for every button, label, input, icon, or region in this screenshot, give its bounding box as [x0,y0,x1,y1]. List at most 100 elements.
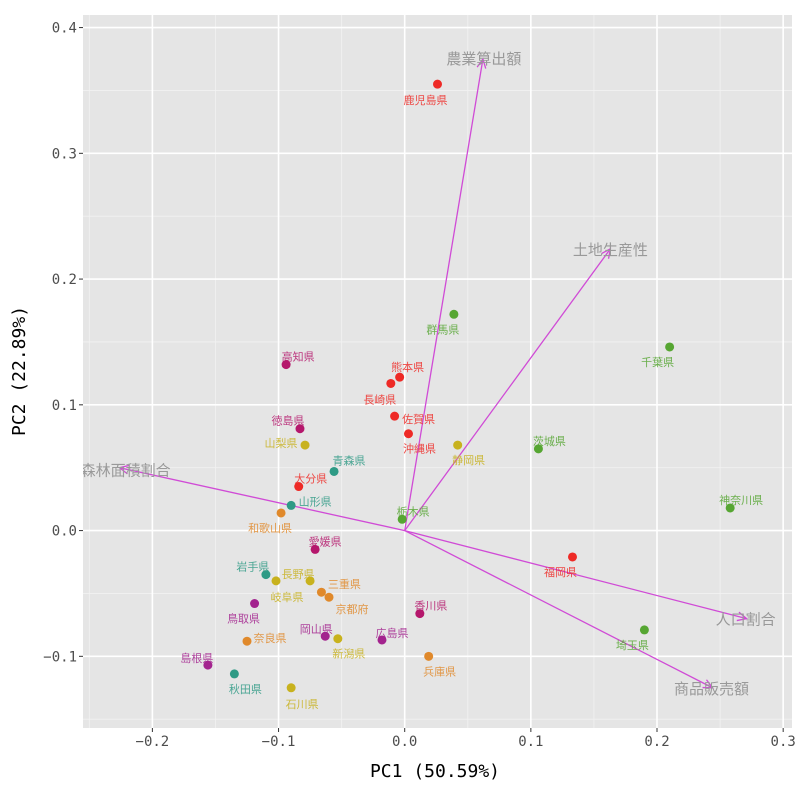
x-tick-label: 0.3 [771,734,796,750]
data-point [725,503,735,513]
data-point [424,651,434,661]
point-label: 静岡県 [452,453,485,467]
data-point [276,508,286,518]
data-point [261,570,271,580]
point-label: 埼玉県 [616,638,649,652]
data-point [294,482,304,492]
x-tick-label: 0.2 [644,734,669,750]
y-tick-label: 0.3 [52,146,77,162]
point-label: 徳島県 [271,414,304,428]
data-point [320,631,330,641]
point-label: 福岡県 [544,565,577,579]
data-point [665,342,675,352]
point-label: 岐阜県 [271,591,304,604]
data-point [390,411,400,421]
y-tick-label: 0.4 [52,21,77,37]
arrow-head [601,247,612,259]
data-point [533,444,543,454]
point-label: 青森県 [333,453,366,467]
point-label: 長崎県 [363,392,396,406]
loading-label: 農業算出額 [446,50,521,68]
data-point [316,587,326,597]
x-tick-label: 0.1 [518,734,543,750]
point-label: 京都府 [336,602,369,616]
data-point [310,544,320,554]
point-label: 神奈川県 [719,493,763,507]
point-label: 鳥取県 [227,612,260,626]
point-label: 兵庫県 [423,664,456,678]
point-label: 栃木県 [397,504,430,518]
point-label: 茨城県 [533,434,566,448]
data-point [333,634,343,644]
point-label: 長野県 [282,568,315,581]
data-point [324,592,334,602]
data-point [305,576,315,586]
data-point [300,440,310,450]
data-point [281,360,291,370]
point-label: 熊本県 [391,360,424,374]
axis-ticks: −0.2 −0.1 0.0 0.1 0.2 0.3 −0.1 0.0 0.1 0.2 0.3 0.4 [43,21,796,750]
point-label: 石川県 [286,698,319,711]
data-point [639,625,649,635]
loading-label: 土地生産性 [573,241,648,259]
data-point [229,669,239,679]
point-label: 広島県 [375,626,408,640]
point-label: 新潟県 [332,647,365,661]
y-tick-label: 0.1 [52,398,77,414]
data-point [250,599,260,609]
arrow-head [476,57,487,69]
y-tick-label: 0.0 [52,524,77,540]
loading-arrow [404,248,611,531]
y-axis-title: PC2 (22.89%) [9,306,30,436]
point-label: 佐賀県 [402,412,435,426]
loading-arrow [404,58,484,531]
data-point [242,636,252,646]
point-label: 沖縄県 [403,442,436,456]
arrow-head [702,679,714,689]
point-label: 島根県 [180,651,213,665]
data-point [567,552,577,562]
point-label: 山形県 [299,495,332,508]
point-label: 香川県 [414,600,447,613]
y-tick-label: −0.1 [43,649,77,665]
data-point [271,576,281,586]
data-point [286,500,296,510]
data-point [449,309,459,319]
loading-arrow [404,529,713,689]
loading-arrow [404,529,747,620]
data-point [397,514,407,524]
data-point [415,609,425,619]
loading-label: 人口割合 [716,611,776,629]
point-label: 大分県 [294,472,327,486]
point-label: 岡山県 [300,623,333,636]
arrow-head [736,611,749,622]
point-label: 山梨県 [265,436,298,450]
data-point [329,466,339,476]
point-label: 群馬県 [426,322,459,336]
x-axis-title: PC1 (50.59%) [370,761,500,782]
data-point [203,660,213,670]
loading-arrow [119,467,405,532]
data-point [403,429,413,439]
gridlines [83,15,792,728]
point-label: 和歌山県 [248,521,292,535]
plot-background [83,15,792,728]
point-label: 鹿児島県 [404,93,448,107]
loading-label: 森林面積割合 [81,462,171,480]
loading-label: 商品販売額 [674,680,749,698]
point-label: 三重県 [328,577,361,591]
data-point [295,424,305,434]
point-label: 秋田県 [229,682,262,696]
point-label: 千葉県 [641,355,674,369]
point-label: 奈良県 [254,631,287,645]
data-point [286,683,296,693]
x-tick-label: 0.0 [392,734,417,750]
data-point [377,635,387,645]
point-label: 高知県 [282,350,315,364]
y-tick-label: 0.2 [52,272,77,288]
x-tick-label: −0.1 [262,734,296,750]
data-point [453,440,463,450]
